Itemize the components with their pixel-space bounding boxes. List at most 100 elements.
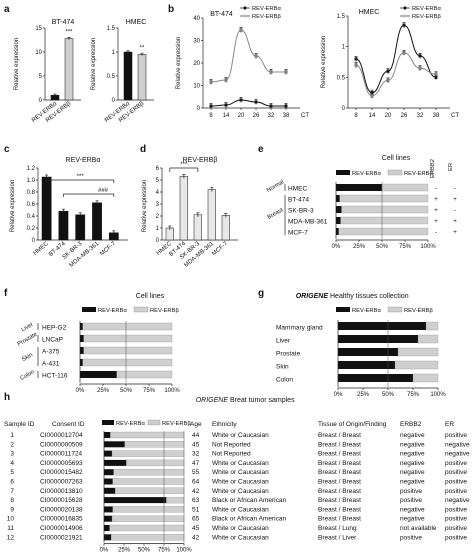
f-bar-beta	[116, 370, 173, 379]
h-bar-alpha	[104, 459, 127, 466]
h-header-erbb2: ERBB2	[400, 421, 422, 428]
h-ethnicity: White or Caucasian	[212, 534, 269, 541]
b1-legend-label: REV-ERBβ	[252, 14, 281, 20]
g-bar-alpha	[338, 374, 413, 382]
panel-label-f: f	[4, 288, 8, 299]
e-x-tick-label: 100%	[420, 244, 436, 250]
c-bar	[92, 202, 102, 241]
e-legend-swatch	[336, 170, 350, 175]
f-x-tick-label: 50%	[120, 388, 133, 394]
e-legend-label: REV-ERBβ	[404, 171, 433, 177]
h-er: positive	[445, 516, 467, 523]
e-erbb2-status: +	[434, 218, 438, 225]
h-consent-id: CI0000015482	[40, 469, 83, 476]
d-y-tick-label: 6	[156, 166, 160, 172]
d-y-label: Relative expression	[142, 180, 148, 232]
h-bar-beta	[166, 496, 185, 504]
f-bar-alpha	[80, 347, 84, 354]
b2-x-tick-label: 20	[385, 113, 392, 119]
d-y-tick-label: 2	[156, 214, 160, 220]
h-erbb2: negative	[400, 516, 425, 523]
h-ethnicity: Black or African American	[212, 497, 286, 504]
h-bar-beta	[115, 487, 185, 494]
h-age: 51	[192, 506, 200, 513]
f-bar-beta	[82, 322, 173, 331]
b1-y-tick-label: 40	[193, 16, 200, 22]
f-category-label: A-375	[42, 349, 60, 356]
d-y-tick-label: 0	[156, 238, 160, 244]
h-erbb2: positive	[400, 488, 422, 495]
h-age: 64	[192, 479, 200, 486]
f-bar-alpha	[80, 359, 83, 366]
b1-y-tick-label: 0	[197, 106, 201, 112]
a2-significance: **	[140, 45, 145, 51]
b2-legend-label: REV-ERBα	[412, 6, 441, 12]
a1-title: BT-474	[52, 19, 75, 26]
h-ethnicity: White or Caucasian	[212, 460, 269, 467]
h-bar-alpha	[104, 525, 110, 531]
d-bar	[179, 176, 188, 241]
h-er: negative	[445, 451, 470, 458]
b2-x-tick-label: 26	[401, 113, 408, 119]
e-er-status: +	[453, 218, 457, 225]
c-bar	[75, 214, 86, 241]
h-x-tick-label: 75%	[158, 548, 171, 552]
b1-x-tick-label: 14	[223, 113, 230, 119]
h-age: 45	[192, 525, 200, 532]
e-legend-label: REV-ERBα	[352, 171, 381, 177]
g-bar-beta	[412, 373, 439, 383]
e-bar-beta	[340, 216, 429, 225]
a2-y-label: Relative expression	[91, 38, 97, 90]
b1-x-unit: CT	[301, 113, 309, 119]
g-legend-label: REV-ERBβ	[404, 308, 433, 314]
h-consent-id: CI0000013810	[40, 488, 83, 495]
h-erbb2: negative	[400, 441, 425, 448]
h-tissue: Breast / Breast	[318, 441, 361, 448]
g-category-label: Colon	[276, 377, 293, 384]
g-category-label: Liver	[276, 338, 291, 345]
e-erbb2-status: +	[434, 196, 438, 203]
e-er-status: -	[454, 207, 456, 214]
g-title: Healthy tissues collection	[330, 293, 409, 300]
b2-x-tick-label: 8	[354, 113, 358, 119]
e-x-tick-label: 75%	[399, 244, 412, 250]
h-sample-id: 6	[10, 479, 14, 486]
h-erbb2: negative	[400, 479, 425, 486]
h-bar-beta	[113, 469, 185, 476]
e-header-erbb2: ERBB2	[430, 159, 436, 178]
h-er: negative	[445, 497, 470, 504]
e-x-tick-label: 50%	[376, 244, 389, 250]
c-bar	[58, 210, 69, 241]
e-bar-alpha	[336, 206, 342, 213]
a2-bar	[137, 54, 147, 101]
b2-title: HMEC	[359, 9, 380, 16]
h-sample-id: 2	[10, 441, 14, 448]
e-category-label: HMEC	[288, 186, 307, 193]
b1-series-line	[210, 29, 286, 83]
a1-y-tick-label: 0	[39, 98, 43, 104]
h-erbb2: negative	[400, 506, 425, 513]
h-tissue: Breast / Liver	[318, 534, 357, 541]
h-consent-id: CI0000000509	[40, 441, 83, 448]
h-bar-beta	[110, 431, 185, 439]
h-ethnicity: White or Caucasian	[212, 488, 269, 495]
h-bar-beta	[111, 450, 185, 457]
g-bar-beta	[425, 321, 439, 331]
h-er: positive	[445, 525, 467, 532]
h-legend-label: REV-ERBα	[116, 421, 145, 427]
h-age: 65	[192, 516, 200, 523]
f-group-label: Prostate	[17, 332, 39, 348]
b2-x-tick-label: 14	[369, 113, 376, 119]
h-consent-id: CI0000016835	[40, 516, 83, 523]
h-ethnicity: Not Reported	[212, 441, 251, 448]
h-age: 32	[192, 451, 200, 458]
f-x-tick-label: 25%	[97, 388, 110, 394]
g-x-tick-label: 25%	[357, 392, 370, 398]
b2-y-tick-label: 1	[342, 45, 346, 51]
h-ethnicity: White or Caucasian	[212, 506, 269, 513]
c-title: REV-ERBα	[66, 157, 101, 164]
d-y-tick-label: 4	[156, 190, 160, 196]
a1-y-tick-label: 5	[39, 74, 43, 80]
c-y-label: Relative expression	[10, 180, 16, 232]
h-ethnicity: White or Caucasian	[212, 469, 269, 476]
